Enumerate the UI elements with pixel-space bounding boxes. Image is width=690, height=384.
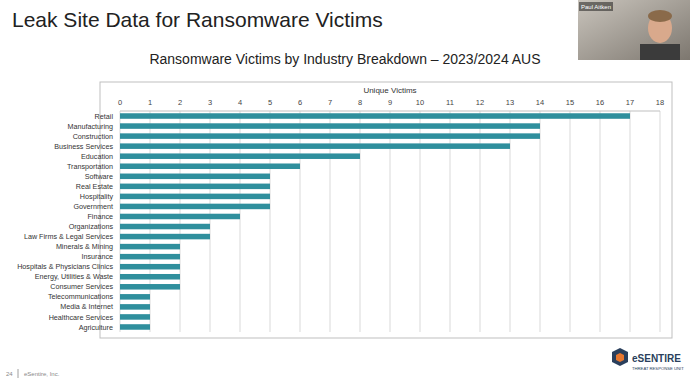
footer-text: eSentire, Inc. xyxy=(24,371,60,377)
bar xyxy=(120,214,240,220)
category-label: Consumer Services xyxy=(50,282,113,291)
tick-label: 9 xyxy=(388,98,392,107)
bar xyxy=(120,184,270,190)
tick-label: 12 xyxy=(476,98,484,107)
bar xyxy=(120,204,270,210)
bar xyxy=(120,294,150,300)
tick-label: 15 xyxy=(566,98,574,107)
webcam-shirt xyxy=(640,44,680,60)
bars xyxy=(120,113,630,329)
bar xyxy=(120,304,150,310)
category-label: Hospitality xyxy=(80,192,114,201)
webcam: Paul Aitken xyxy=(578,0,690,60)
category-label: Telecommunications xyxy=(48,292,114,301)
tick-label: 0 xyxy=(118,98,122,107)
bar xyxy=(120,133,540,139)
grid-line xyxy=(600,111,601,332)
category-labels: RetailManufacturingConstructionBusiness … xyxy=(17,112,113,332)
bar xyxy=(120,234,210,240)
bar xyxy=(120,143,510,149)
category-label: Hospitals & Physicians Clinics xyxy=(17,262,113,271)
webcam-frame xyxy=(578,0,690,60)
category-label: Business Services xyxy=(54,142,113,151)
category-label: Software xyxy=(85,172,113,181)
grid-line xyxy=(630,111,631,332)
tick-label: 16 xyxy=(596,98,604,107)
category-label: Healthcare Services xyxy=(49,313,114,322)
bar xyxy=(120,264,180,270)
category-label: Energy, Utilities & Waste xyxy=(35,272,113,281)
tick-label: 11 xyxy=(446,98,454,107)
bar xyxy=(120,113,630,119)
grid-line xyxy=(660,111,661,332)
tick-label: 2 xyxy=(178,98,182,107)
logo-tagline: THREAT RESPONSE UNIT xyxy=(632,366,684,371)
tick-label: 6 xyxy=(298,98,302,107)
slide: Leak Site Data for Ransomware Victims Pau… xyxy=(0,0,690,384)
bar xyxy=(120,224,210,230)
slide-title: Leak Site Data for Ransomware Victims xyxy=(12,8,383,31)
category-label: Retail xyxy=(95,112,114,121)
chart-title: Ransomware Victims by Industry Breakdown… xyxy=(149,51,540,67)
category-label: Minerals & Mining xyxy=(56,242,113,251)
webcam-name-bg xyxy=(579,2,613,11)
footer-divider xyxy=(18,369,19,378)
category-label: Finance xyxy=(87,212,113,221)
tick-label: 17 xyxy=(626,98,634,107)
bar xyxy=(120,163,300,169)
tick-label: 10 xyxy=(416,98,424,107)
axis-label: Unique Victims xyxy=(363,86,416,95)
background xyxy=(0,0,690,384)
bar xyxy=(120,123,540,129)
tick-label: 8 xyxy=(358,98,362,107)
category-label: Media & Internet xyxy=(60,302,113,311)
tick-label: 14 xyxy=(536,98,544,107)
category-label: Education xyxy=(81,152,113,161)
category-label: Manufacturing xyxy=(67,122,113,131)
bar xyxy=(120,284,180,290)
bar xyxy=(120,174,270,180)
x-axis: 0123456789101112131415161718 xyxy=(118,98,664,332)
bar xyxy=(120,254,180,260)
bar xyxy=(120,324,150,330)
logo-icon-inner xyxy=(616,353,624,362)
tick-label: 3 xyxy=(208,98,212,107)
page-number: 24 xyxy=(6,371,13,377)
category-label: Real Estate xyxy=(76,182,113,191)
logo-icon xyxy=(612,348,628,366)
category-label: Organizations xyxy=(69,222,114,231)
logo-text: eSENTIRE xyxy=(632,353,681,364)
logo: eSENTIRE THREAT RESPONSE UNIT xyxy=(612,348,684,371)
tick-label: 13 xyxy=(506,98,514,107)
tick-label: 1 xyxy=(148,98,152,107)
bar xyxy=(120,194,270,200)
bar xyxy=(120,274,180,280)
axis-line xyxy=(120,111,660,112)
tick-label: 7 xyxy=(328,98,332,107)
grid-line xyxy=(570,111,571,332)
tick-label: 4 xyxy=(238,98,242,107)
bar xyxy=(120,153,360,159)
grid-line xyxy=(540,111,541,332)
category-label: Agriculture xyxy=(79,323,113,332)
category-label: Transportation xyxy=(67,162,113,171)
tick-label: 5 xyxy=(268,98,272,107)
category-label: Government xyxy=(73,202,113,211)
category-label: Construction xyxy=(73,132,113,141)
webcam-hair xyxy=(648,10,672,22)
presenter-name: Paul Aitken xyxy=(581,4,611,10)
category-label: Insurance xyxy=(81,252,113,261)
category-label: Law Firms & Legal Services xyxy=(24,232,113,241)
tick-label: 18 xyxy=(656,98,664,107)
bar xyxy=(120,314,150,320)
bar xyxy=(120,244,180,250)
chart-frame xyxy=(100,82,672,338)
